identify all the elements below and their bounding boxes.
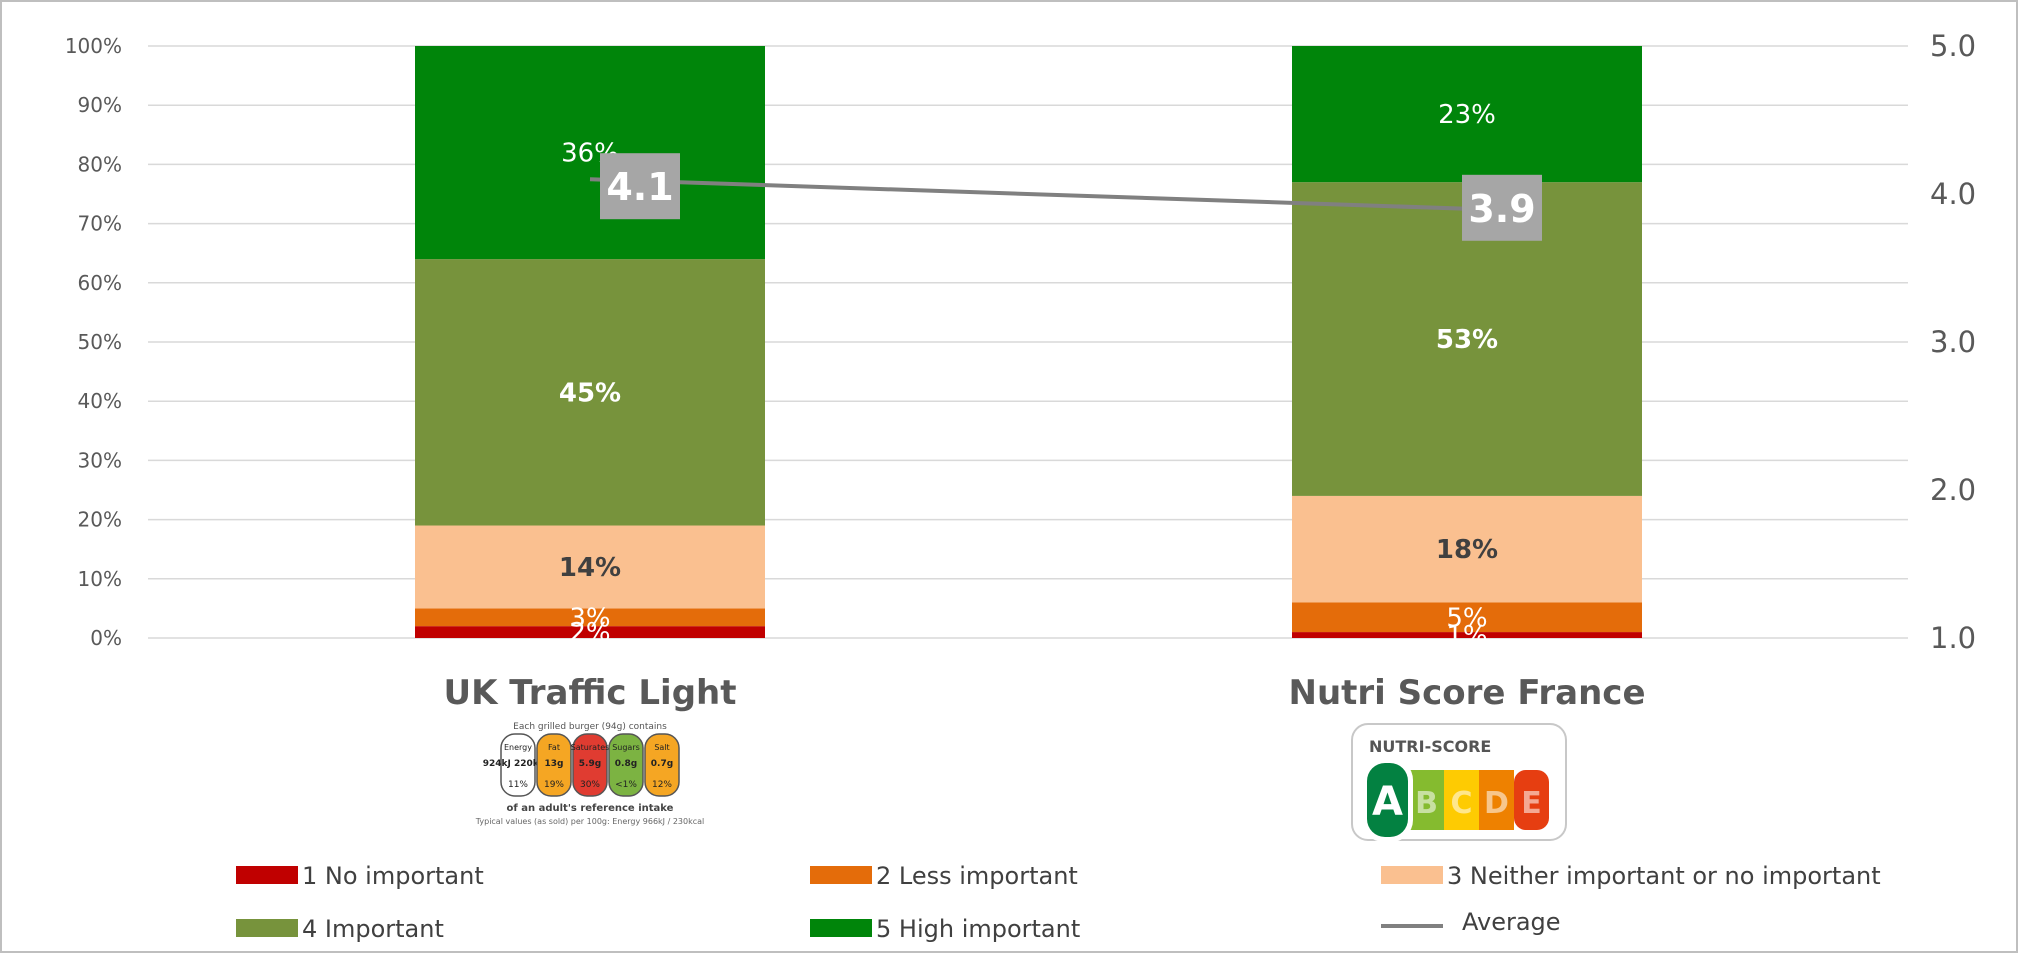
y-right-tick-label: 1.0 [1930, 621, 1976, 655]
y-right-tick-label: 3.0 [1930, 325, 1976, 359]
legend-swatch [810, 919, 872, 937]
logo-nutrient-value: 13g [545, 759, 564, 769]
logo-nutrient-name: Fat [548, 743, 560, 752]
bar-segment [415, 626, 765, 638]
logo-nutrient-pct: <1% [615, 780, 637, 790]
average-line [589, 177, 1468, 211]
nutri-score-grade [1514, 770, 1549, 830]
nutri-score-grade [1409, 770, 1444, 830]
legend-swatch [236, 866, 298, 884]
average-label-box [600, 153, 680, 220]
bar-segment [1292, 632, 1642, 638]
legend-label: 1 No important [302, 862, 484, 890]
y-left-tick-label: 20% [78, 508, 122, 532]
y-left-tick-label: 60% [78, 271, 122, 295]
average-label: 4.1 [606, 165, 673, 209]
average-label: 3.9 [1468, 187, 1535, 231]
x-tick-label: UK Traffic Light [444, 673, 737, 713]
logo-nutrient-pill [500, 733, 536, 797]
nutri-score-letter: A [1372, 779, 1403, 825]
logo-nutrient-pct: 11% [508, 780, 528, 790]
data-label: 5% [1446, 603, 1487, 633]
legend-swatch [236, 919, 298, 937]
nutri-score-letter: D [1484, 786, 1509, 821]
logo-nutrient-pill [572, 733, 608, 797]
legend-label: Average [1462, 908, 1561, 936]
y-right-tick-label: 4.0 [1930, 177, 1976, 211]
y-left-tick-label: 0% [90, 626, 122, 650]
legend: 1 No important 2 Less important 3 Neither … [236, 862, 1881, 943]
data-label: 2% [569, 618, 610, 648]
legend-label: 3 Neither important or no important [1447, 862, 1881, 890]
y-left-tick-label: 100% [65, 34, 122, 58]
logo-nutrient-name: Saturates [571, 743, 610, 752]
bar-segment [415, 259, 765, 526]
nutri-score-selected-grade [1367, 763, 1408, 837]
data-label: 45% [559, 378, 621, 408]
logo-header-text: Each grilled burger (94g) contains [513, 722, 667, 732]
legend-label: 5 High important [876, 915, 1080, 943]
y-left-tick-label: 90% [78, 93, 122, 117]
data-label: 3% [569, 603, 610, 633]
y-right-tick-label: 5.0 [1930, 29, 1976, 63]
data-label: 1% [1446, 621, 1487, 651]
data-label: 53% [1436, 325, 1498, 355]
y-left-tick-label: 80% [78, 152, 122, 176]
y-left-tick-label: 30% [78, 448, 122, 472]
y-left-tick-label: 10% [78, 567, 122, 591]
legend-label: 4 Important [302, 915, 444, 943]
legend-swatch [810, 866, 872, 884]
logo-nutrient-pct: 12% [652, 780, 672, 790]
legend-swatch [1381, 866, 1443, 884]
y-left-tick-label: 70% [78, 212, 122, 236]
y-left-tick-label: 50% [78, 330, 122, 354]
logo-footer-text: of an adult's reference intake [507, 803, 674, 814]
nutri-score-title: NUTRI-SCORE [1369, 737, 1491, 756]
y-right-tick-label: 2.0 [1930, 473, 1976, 507]
nutri-score-grade [1479, 770, 1514, 830]
bar-segment [415, 46, 765, 260]
logo-nutrient-name: Energy [504, 743, 532, 752]
y-left-tick-label: 40% [78, 389, 122, 413]
logo-nutrient-pct: 19% [544, 780, 564, 790]
bar-segment [1292, 46, 1642, 183]
logo-nutrient-value: 0.7g [651, 759, 673, 769]
bar-segment [415, 525, 765, 609]
average-label-box [1462, 174, 1542, 241]
logo-footer-text: Typical values (as sold) per 100g: Energ… [475, 817, 705, 826]
bar-segment [1292, 495, 1642, 603]
nutri-score-grade [1444, 770, 1479, 830]
nutri-score-letter: B [1415, 786, 1438, 821]
nutri-score-logo: NUTRI-SCORE B C D E A [1351, 723, 1567, 842]
bar-segment [1292, 602, 1642, 633]
logo-nutrient-pill [608, 733, 644, 797]
logo-nutrient-value: 0.8g [615, 759, 637, 769]
logo-nutrient-pct: 30% [580, 780, 600, 790]
bar-segment [415, 608, 765, 627]
logo-nutrient-name: Sugars [612, 743, 640, 752]
logo-nutrient-pill [536, 733, 572, 797]
legend-label: 2 Less important [876, 862, 1078, 890]
data-label: 18% [1436, 535, 1498, 565]
nutri-score-letter: C [1450, 786, 1472, 821]
data-label: 14% [559, 553, 621, 583]
logo-nutrient-pill [644, 733, 680, 797]
nutri-score-letter: E [1521, 786, 1542, 821]
logo-nutrient-value: 924kJ 220kcal [483, 759, 554, 769]
x-tick-label: Nutri Score France [1288, 673, 1645, 713]
logo-nutrient-name: Salt [654, 743, 669, 752]
data-label: 23% [1438, 100, 1496, 130]
logo-nutrient-value: 5.9g [579, 759, 601, 769]
traffic-light-label-logo: Each grilled burger (94g) contains Energy… [475, 722, 705, 826]
